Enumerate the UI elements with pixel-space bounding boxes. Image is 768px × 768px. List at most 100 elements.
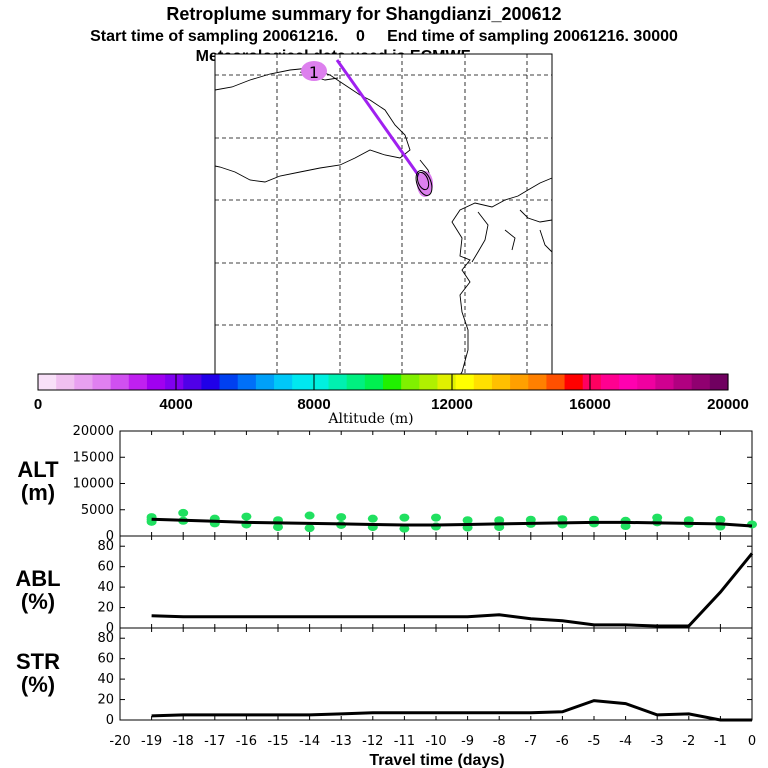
colorbar-cell bbox=[673, 374, 693, 390]
x-tick-label: -1 bbox=[714, 734, 727, 749]
alt-scatter-point bbox=[399, 513, 410, 522]
alt-chart: 0 5000 10000 15000 20000 bbox=[73, 424, 757, 544]
x-tick-label: -14 bbox=[299, 734, 320, 749]
colorbar-cell bbox=[346, 374, 366, 390]
figure-subtitle: Start time of sampling 20061216. 0 End t… bbox=[90, 28, 678, 45]
x-tick-label: -20 bbox=[109, 734, 130, 749]
colorbar-cell bbox=[691, 374, 711, 390]
y-tick-label: 0 bbox=[106, 621, 114, 636]
x-axis-labels: -20 -19 -18 -17 -16 -15 -14 -13 -12 -11 -10 -9 -8 -7-… bbox=[109, 734, 756, 749]
colorbar-tick-label: 0 bbox=[34, 396, 42, 413]
plume-trajectory bbox=[335, 59, 428, 187]
alt-mean-line bbox=[151, 517, 753, 528]
alt-unit-label: (m) bbox=[21, 480, 55, 505]
abl-unit-label: (%) bbox=[21, 589, 55, 614]
alt-scatter-point bbox=[304, 524, 315, 533]
str-unit-label: (%) bbox=[21, 672, 55, 697]
colorbar-cell bbox=[74, 374, 94, 390]
colorbar-cell bbox=[582, 374, 602, 390]
colorbar-cell bbox=[56, 374, 75, 390]
colorbar-cell bbox=[110, 374, 130, 390]
colorbar-cell bbox=[383, 374, 402, 390]
x-tick-label: -9 bbox=[461, 734, 474, 749]
colorbar-tick-label: 16000 bbox=[569, 396, 611, 413]
colorbar-cell bbox=[637, 374, 656, 390]
plume-origin-blob bbox=[301, 61, 327, 81]
alt-scatter-point bbox=[273, 523, 283, 532]
colorbar-cell bbox=[310, 374, 330, 390]
colorbar-title: Altitude (m) bbox=[327, 411, 413, 427]
y-tick-label: 80 bbox=[97, 631, 114, 646]
x-tick-label: -19 bbox=[141, 734, 162, 749]
alt-scatter-point bbox=[241, 512, 252, 521]
colorbar-cell bbox=[92, 374, 112, 390]
plume-marker-label: 1 bbox=[309, 63, 319, 82]
colorbar-cell bbox=[546, 374, 566, 390]
x-tick-label: -7 bbox=[524, 734, 537, 749]
str-panel-frame bbox=[119, 627, 753, 721]
colorbar-cell bbox=[564, 374, 584, 390]
altitude-colorbar: 0 4000 8000 12000 16000 20000 Altitude (m) bbox=[34, 373, 749, 427]
y-tick-label: 20000 bbox=[73, 424, 114, 439]
abl-label: ABL bbox=[15, 566, 60, 591]
y-tick-label: 10000 bbox=[73, 477, 114, 492]
colorbar-cell bbox=[455, 374, 475, 390]
y-tick-label: 80 bbox=[97, 539, 114, 554]
colorbar-cell bbox=[491, 374, 511, 390]
y-tick-label: 60 bbox=[97, 652, 114, 667]
alt-scatter-point bbox=[462, 516, 473, 525]
colorbar-cell bbox=[528, 374, 548, 390]
colorbar-cell bbox=[128, 374, 148, 390]
x-tick-label: -2 bbox=[682, 734, 695, 749]
colorbar-cell bbox=[255, 374, 275, 390]
abl-panel-frame bbox=[119, 535, 753, 629]
colorbar-frame bbox=[37, 373, 729, 391]
colorbar-cell bbox=[328, 374, 348, 390]
colorbar-cell bbox=[219, 374, 239, 390]
colorbar-cell bbox=[38, 374, 57, 390]
x-tick-label: -12 bbox=[362, 734, 383, 749]
colorbar-cell bbox=[419, 374, 439, 390]
x-tick-label: -16 bbox=[236, 734, 257, 749]
alt-scatter-point bbox=[431, 513, 441, 522]
map-coastlines bbox=[214, 67, 553, 376]
alt-label: ALT bbox=[17, 457, 59, 482]
y-tick-label: 40 bbox=[97, 580, 114, 595]
x-tick-label: -18 bbox=[173, 734, 194, 749]
x-tick-label: -4 bbox=[619, 734, 632, 749]
colorbar-tick-label: 4000 bbox=[159, 396, 192, 413]
y-tick-label: 20 bbox=[97, 693, 114, 708]
colorbar-tick-label: 8000 bbox=[297, 396, 330, 413]
colorbar-cell bbox=[473, 374, 493, 390]
colorbar-cell bbox=[165, 374, 184, 390]
x-tick-label: -6 bbox=[556, 734, 569, 749]
colorbar-cell bbox=[437, 374, 457, 390]
colorbar-cell bbox=[237, 374, 257, 390]
alt-scatter-point bbox=[178, 508, 189, 517]
colorbar-cell bbox=[709, 374, 729, 390]
x-axis-title: Travel time (days) bbox=[369, 752, 504, 768]
y-tick-label: 5000 bbox=[81, 503, 114, 518]
alt-scatter-point bbox=[494, 516, 505, 525]
x-tick-label: -11 bbox=[394, 734, 415, 749]
y-tick-label: 40 bbox=[97, 672, 114, 687]
colorbar-tick-label: 12000 bbox=[431, 396, 473, 413]
y-tick-label: 60 bbox=[97, 560, 114, 575]
colorbar-cell bbox=[146, 374, 166, 390]
colorbar-cell bbox=[401, 374, 420, 390]
x-tick-label: -10 bbox=[425, 734, 446, 749]
abl-chart: 0 20 40 60 80 bbox=[97, 536, 754, 636]
str-line bbox=[151, 699, 752, 722]
abl-line bbox=[151, 552, 754, 628]
x-tick-label: -8 bbox=[493, 734, 506, 749]
colorbar-cell bbox=[364, 374, 384, 390]
alt-scatter-point bbox=[336, 513, 347, 522]
alt-scatter-point bbox=[715, 515, 726, 524]
colorbar-cell bbox=[600, 374, 620, 390]
x-tick-label: -13 bbox=[331, 734, 352, 749]
y-tick-label: 0 bbox=[106, 529, 114, 544]
map-panel: 1 bbox=[214, 53, 553, 376]
x-tick-label: 0 bbox=[748, 734, 756, 749]
colorbar-cell bbox=[274, 374, 293, 390]
alt-scatter-point bbox=[399, 524, 410, 533]
